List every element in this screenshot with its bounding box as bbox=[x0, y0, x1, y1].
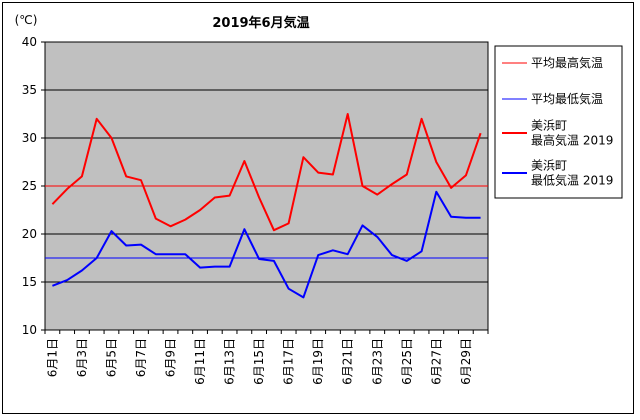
x-tick-label: 6月11日 bbox=[193, 338, 207, 385]
x-tick-label: 6月9日 bbox=[164, 338, 178, 377]
y-tick-label: 40 bbox=[22, 35, 37, 49]
x-tick-label: 6月7日 bbox=[134, 338, 148, 377]
x-axis: 6月1日 6月3日 6月5日 6月7日 6月9日 6月11日 6月13日 6月15日 6月17日… bbox=[44, 330, 489, 385]
series-line bbox=[51, 113, 482, 232]
x-tick-label: 6月15日 bbox=[252, 338, 266, 385]
x-tick-label: 6月23日 bbox=[370, 338, 384, 385]
x-tick-label: 6月19日 bbox=[311, 338, 325, 385]
legend-label: 最高気温 2019 bbox=[531, 133, 613, 148]
y-tick-label: 25 bbox=[22, 179, 37, 193]
y-axis-unit: (℃) bbox=[15, 13, 38, 27]
legend-label: 美浜町 bbox=[531, 159, 567, 173]
y-tick-label: 15 bbox=[22, 275, 37, 289]
x-tick-label: 6月27日 bbox=[429, 338, 443, 385]
y-tick-label: 10 bbox=[22, 323, 37, 337]
x-tick-label: 6月1日 bbox=[45, 338, 59, 377]
chart-title: 2019年6月気温 bbox=[212, 15, 309, 31]
legend-label: 平均最低気温 bbox=[531, 91, 603, 106]
legend-label: 最低気温 2019 bbox=[531, 173, 613, 188]
x-tick-label: 6月25日 bbox=[400, 338, 414, 385]
x-tick-label: 6月17日 bbox=[282, 338, 296, 385]
legend-label: 平均最高気温 bbox=[531, 55, 603, 70]
x-tick-label: 6月13日 bbox=[223, 338, 237, 385]
x-tick-label: 6月29日 bbox=[459, 338, 473, 385]
y-tick-label: 30 bbox=[22, 131, 37, 145]
plot-area bbox=[44, 41, 489, 331]
y-tick-label: 20 bbox=[22, 227, 37, 241]
x-tick-label: 6月3日 bbox=[75, 338, 89, 377]
y-axis: 10 15 20 25 30 35 40 bbox=[22, 35, 45, 337]
x-tick-label: 6月21日 bbox=[341, 338, 355, 385]
series-line bbox=[52, 190, 481, 299]
y-tick-label: 35 bbox=[22, 83, 37, 97]
x-tick-label: 6月5日 bbox=[104, 338, 118, 377]
legend-label: 美浜町 bbox=[531, 119, 567, 133]
